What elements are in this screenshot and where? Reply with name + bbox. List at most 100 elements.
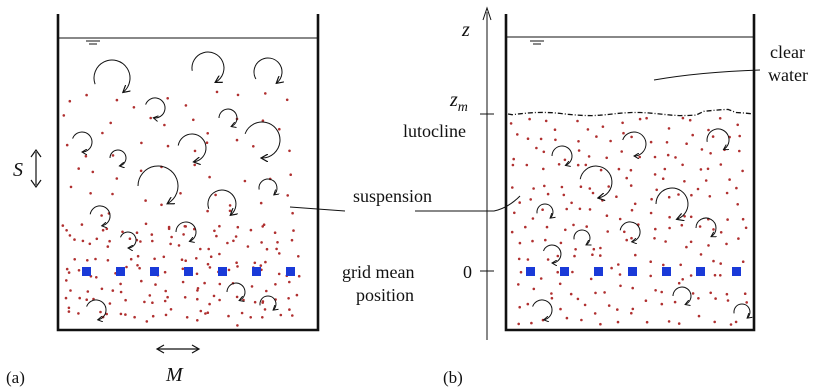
sediment-particle bbox=[277, 272, 281, 276]
sediment-particle bbox=[734, 320, 738, 324]
sediment-particle bbox=[560, 185, 564, 189]
sediment-particle bbox=[106, 245, 110, 248]
sediment-particle bbox=[111, 192, 114, 196]
sediment-particle bbox=[143, 300, 146, 304]
eddies-b bbox=[532, 128, 750, 320]
sediment-particle bbox=[513, 211, 516, 215]
sediment-particle bbox=[250, 285, 254, 288]
sediment-particle bbox=[556, 254, 560, 258]
sediment-particle bbox=[215, 234, 218, 238]
sediment-particle bbox=[691, 133, 694, 137]
sediment-particle bbox=[292, 229, 295, 232]
sediment-particle bbox=[556, 270, 559, 274]
sediment-particle bbox=[208, 302, 211, 306]
sediment-particle bbox=[227, 268, 231, 272]
sediment-particle bbox=[667, 320, 671, 323]
sediment-particle bbox=[649, 274, 652, 278]
sediment-particle bbox=[218, 252, 221, 256]
sediment-particle bbox=[638, 117, 642, 121]
sediment-particle bbox=[111, 289, 115, 292]
eddy-arrow bbox=[175, 221, 197, 241]
sediment-particle bbox=[528, 117, 531, 121]
sediment-particle bbox=[619, 284, 622, 288]
sediment-particle bbox=[683, 180, 686, 183]
eddy-arrow bbox=[573, 229, 590, 245]
sediment-particle bbox=[288, 149, 291, 153]
sediment-particle bbox=[535, 146, 538, 150]
sediment-particle bbox=[236, 225, 240, 229]
sediment-particle bbox=[510, 230, 514, 234]
sediment-particle bbox=[526, 137, 530, 140]
sediment-particle bbox=[218, 298, 221, 302]
sediment-particle bbox=[295, 293, 299, 297]
sediment-particle bbox=[603, 291, 606, 294]
sediment-particle bbox=[100, 214, 103, 217]
sediment-particle bbox=[580, 318, 583, 322]
sediment-particle bbox=[741, 260, 745, 264]
sediment-particle bbox=[151, 314, 155, 318]
grid-bar bbox=[218, 267, 227, 276]
sediment-particle bbox=[278, 252, 281, 255]
sediment-particle bbox=[663, 167, 667, 171]
sediment-particle bbox=[594, 291, 597, 295]
sediment-particle bbox=[677, 281, 681, 285]
sediment-particle bbox=[91, 170, 95, 174]
grid-bars-a bbox=[82, 267, 295, 276]
sediment-particle bbox=[209, 255, 213, 258]
sediment-particle bbox=[650, 197, 653, 201]
clear-water-line2: water bbox=[768, 65, 808, 85]
sediment-particle bbox=[623, 230, 626, 234]
sediment-particle bbox=[714, 297, 717, 300]
sediment-particle bbox=[196, 297, 199, 301]
sediment-particle bbox=[242, 298, 245, 302]
sediment-particle bbox=[227, 314, 230, 318]
sediment-particle bbox=[588, 208, 592, 211]
sediment-particle bbox=[249, 316, 252, 319]
sediment-particle bbox=[553, 128, 557, 131]
sediment-particle bbox=[571, 270, 574, 274]
sediment-particle bbox=[653, 173, 657, 176]
sediment-particle bbox=[544, 238, 547, 242]
sediment-particle bbox=[69, 185, 73, 189]
sediment-particle bbox=[539, 277, 543, 280]
sediment-particle bbox=[80, 223, 84, 226]
sediment-particle bbox=[288, 308, 291, 311]
sediment-particle bbox=[512, 157, 515, 161]
sediment-particle bbox=[61, 224, 65, 227]
sediment-particle bbox=[68, 234, 72, 237]
clear-water-line1: clear bbox=[770, 42, 805, 62]
sediment-particle bbox=[132, 106, 136, 109]
sediment-particle bbox=[236, 93, 240, 97]
sediment-particle bbox=[169, 308, 173, 311]
sediment-particle bbox=[148, 294, 152, 297]
sediment-particle bbox=[719, 262, 722, 265]
sediment-particle bbox=[206, 132, 209, 135]
sediment-particle bbox=[605, 214, 609, 217]
grid-label-line2: position bbox=[356, 285, 414, 305]
sediment-particle bbox=[199, 309, 203, 313]
sediment-particle bbox=[511, 186, 514, 189]
sediment-particle bbox=[167, 227, 171, 231]
sediment-particle bbox=[183, 296, 187, 299]
sediment-particle bbox=[288, 280, 291, 284]
sediment-particle bbox=[236, 265, 239, 268]
sediment-particle bbox=[65, 267, 69, 271]
suspension-leader-a bbox=[289, 206, 346, 212]
sediment-particle bbox=[179, 192, 182, 195]
sediment-particle bbox=[145, 320, 149, 323]
eddy-arrow bbox=[226, 282, 246, 300]
sediment-particle bbox=[297, 254, 300, 258]
sediment-particle bbox=[265, 289, 268, 293]
sediment-particle bbox=[591, 191, 595, 195]
sediment-particle bbox=[246, 245, 250, 248]
grid-bar bbox=[696, 267, 705, 276]
sediment-particle bbox=[578, 207, 582, 211]
sediment-particle bbox=[653, 237, 656, 240]
sediment-particle bbox=[184, 259, 187, 263]
eddy-arrow bbox=[177, 133, 207, 162]
sediment-particle bbox=[704, 179, 708, 182]
eddy-arrow bbox=[695, 217, 716, 237]
sediment-particle bbox=[660, 302, 664, 306]
sediment-particle bbox=[601, 199, 604, 202]
sediment-particle bbox=[86, 259, 89, 262]
